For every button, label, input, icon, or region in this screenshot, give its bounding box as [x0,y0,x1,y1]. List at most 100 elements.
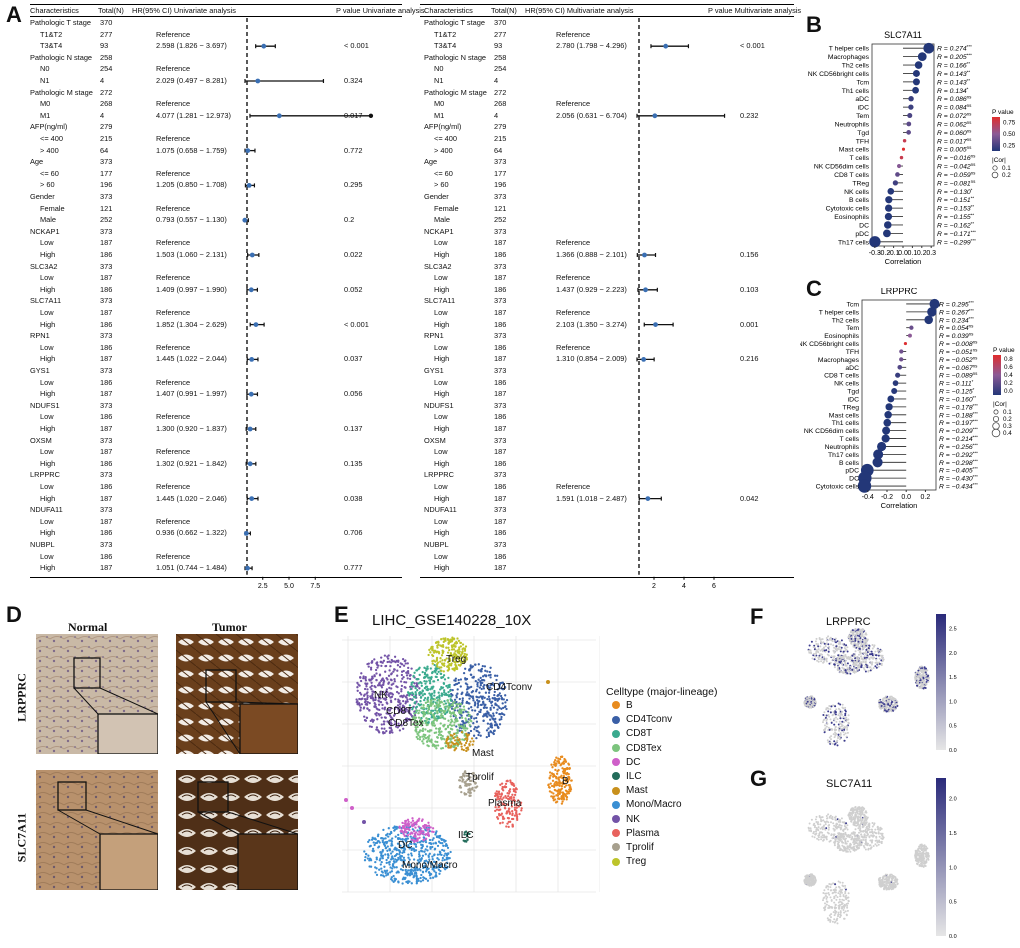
cell-point [555,800,559,803]
cell-point [370,684,374,687]
expression-point [834,742,837,745]
cell-point [401,710,404,713]
expression-point [839,735,842,738]
cell-point [489,683,492,687]
expression-point [839,733,842,736]
cell-point [461,738,464,741]
cell-point [550,763,553,766]
expression-point [846,650,849,653]
forest-cell: Low [434,273,448,283]
cell-point [503,686,507,689]
forest-cell: Male [40,215,57,225]
forest-cell: 215 [494,134,507,143]
cell-point [557,757,560,760]
axis-tick-label: 6 [712,583,716,590]
cell-point [454,677,458,680]
cell-point [411,828,414,831]
expression-point [827,650,830,653]
expression-point [838,642,840,645]
cell-point [406,818,410,821]
axis-label: Correlation [881,501,918,510]
expression-point [828,646,831,648]
axis-tick-label: 5.0 [284,583,294,590]
cell-point [491,682,494,685]
cell-point [516,818,519,822]
cell-point [458,646,461,649]
cell-point [430,671,434,675]
lollipop-point [908,104,914,110]
cell-point [494,717,497,721]
lollipop-point [912,69,920,77]
cell-point [420,827,423,830]
cor-legend-title: |Cor| [992,157,1006,164]
ihc-normal-lrpprc-image [36,634,158,754]
expression-point [819,831,821,834]
cell-point [474,786,477,789]
forest-cell: 0.777 [344,563,363,573]
cell-point [408,709,411,713]
cell-point [386,708,390,711]
expression-point [880,649,883,652]
expression-point [896,705,899,707]
expression-point [835,649,838,652]
r-value-label: R = −0.188*** [939,411,978,420]
cell-point [469,664,472,667]
sig-mark: *** [973,435,979,440]
cell-point [419,876,422,880]
cell-point [440,685,443,689]
expression-point [914,678,917,681]
cell-point [438,872,441,875]
cell-point [385,691,388,694]
forest-cell: M1 [434,110,445,120]
cell-point [394,835,397,838]
cell-point [492,712,495,715]
cell-point [498,706,501,710]
cell-point [402,842,406,846]
axis-tick-label: -0.2 [878,250,890,257]
expression-point [870,661,873,664]
expression-point [824,727,827,730]
cell-point [448,704,451,707]
featureplot-lrpprc: 0.00.51.01.52.02.5 [803,614,957,754]
cell-point [513,799,517,803]
cell-point [557,760,560,763]
expression-point [834,728,837,731]
expression-point [815,649,818,651]
cell-point [415,875,418,878]
forest-cell: 0.232 [740,110,759,120]
forest-cell: High [434,528,450,538]
expression-point [844,825,847,828]
hr-point [653,322,658,327]
cell-point [373,702,376,705]
cell-point [421,870,425,873]
cell-point [420,724,423,727]
cell-point [461,697,464,700]
cell-point [472,699,475,702]
celltype-label: Th2 cells [832,317,860,324]
expression-point [864,661,867,664]
cell-point [435,835,439,838]
forest-cell: 0.056 [344,389,363,399]
cell-point [446,651,450,654]
cell-point [556,783,560,787]
cell-point [500,715,503,719]
cell-point [401,826,404,830]
cell-point [379,697,382,700]
expression-point [818,637,821,639]
forest-cell: 186 [100,458,113,468]
rule-line [420,16,794,17]
expression-point [858,632,861,635]
celltype-label: iDC [858,105,869,112]
expression-point [846,731,849,734]
forest-cell: 370 [100,18,113,27]
cell-point [424,737,428,740]
cell-point [497,790,501,793]
expression-point [837,663,840,666]
cell-point [426,688,429,692]
cell-point [408,858,411,861]
cell-point [462,659,466,662]
cell-point [359,675,362,679]
forest-cell: 373 [100,226,113,236]
expression-point [853,655,856,658]
forest-cell: 252 [494,215,507,225]
